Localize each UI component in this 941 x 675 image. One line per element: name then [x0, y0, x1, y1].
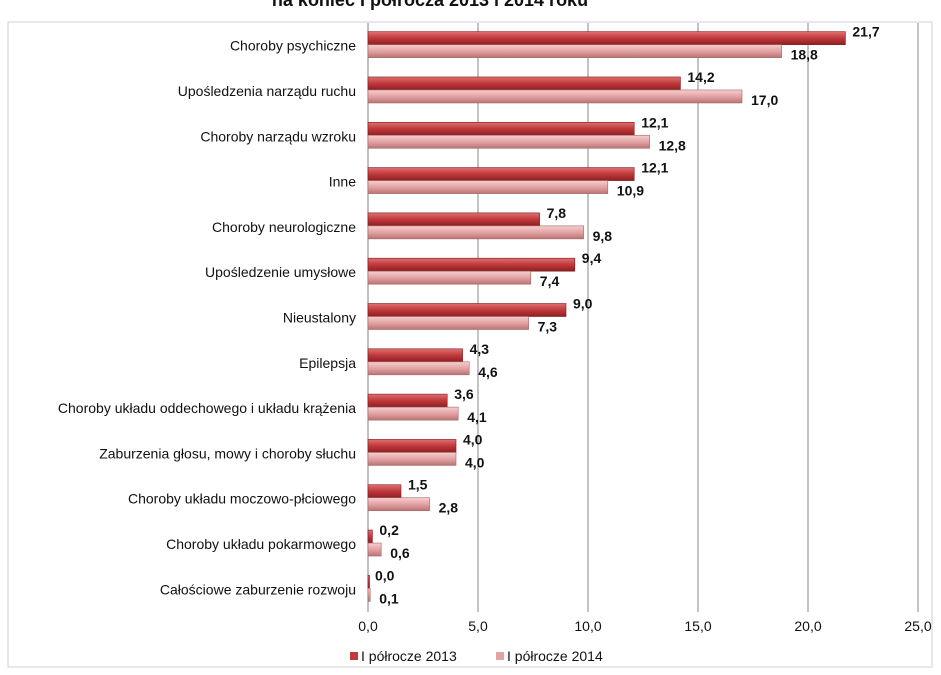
legend-label-2014: I półrocze 2014: [507, 648, 603, 664]
bar-2013: [367, 529, 373, 544]
category-label: Inne: [329, 174, 356, 190]
data-label: 1,5: [408, 477, 428, 493]
category-label: Epilepsja: [299, 355, 356, 371]
x-tick-label: 15,0: [684, 618, 711, 634]
x-axis-ticks: 0,0 5,0 10,0 15,0 20,0 25,0: [358, 618, 932, 634]
bar-2013: [367, 167, 635, 181]
data-label: 14,2: [687, 69, 714, 85]
data-label: 12,8: [659, 137, 686, 153]
data-label: 4,1: [467, 409, 487, 425]
bar-2013: [367, 484, 402, 499]
legend-swatch-2013: [350, 652, 358, 660]
data-label: 10,9: [617, 183, 644, 199]
bar-2013: [367, 212, 540, 227]
value-labels: 21,7 18,8 14,2 17,0 12,1 12,8 12,1 10,9 7,8 9,8 9,…: [375, 24, 880, 607]
chart-title: na koniec I półrocza 2013 i 2014 roku: [272, 0, 588, 10]
bar-2014: [367, 542, 382, 557]
data-label: 4,0: [463, 431, 483, 447]
data-label: 4,0: [465, 454, 485, 470]
data-label: 4,3: [470, 341, 490, 357]
bar-2014: [367, 361, 470, 376]
data-label: 4,6: [478, 364, 498, 380]
data-label: 12,1: [641, 160, 668, 176]
data-label: 18,8: [791, 47, 818, 63]
bar-2014: [367, 134, 650, 149]
data-label: 3,6: [454, 386, 474, 402]
bar-2013: [367, 575, 370, 589]
bar-2013: [367, 121, 635, 136]
legend-swatch-2014: [496, 652, 504, 660]
bar-2013: [367, 76, 681, 91]
bar-2014: [367, 89, 743, 104]
legend-label-2013: I półrocze 2013: [361, 648, 457, 664]
data-label: 9,4: [582, 250, 602, 266]
category-label: Choroby układu moczowo-płciowego: [128, 491, 356, 507]
category-label: Upośledzenia narządu ruchu: [178, 83, 356, 99]
data-label: 0,1: [379, 590, 399, 606]
category-label: Całościowe zaburzenie rozwoju: [160, 581, 356, 597]
data-label: 0,0: [375, 567, 395, 583]
category-label: Choroby neurologiczne: [212, 219, 356, 235]
x-tick-label: 0,0: [358, 618, 378, 634]
x-tick-label: 5,0: [468, 618, 488, 634]
bar-2014: [367, 270, 532, 285]
bar-2013: [367, 439, 457, 453]
x-tick-label: 10,0: [574, 618, 601, 634]
category-label: Nieustalony: [283, 310, 356, 326]
bar-2013: [367, 303, 567, 317]
data-label: 9,8: [593, 228, 613, 244]
bar-2014: [367, 225, 584, 240]
chart-border: [7, 21, 933, 668]
data-label: 17,0: [751, 92, 778, 108]
bar-2014: [367, 452, 457, 466]
data-label: 21,7: [852, 24, 879, 40]
bar-2014: [367, 406, 459, 421]
bar-2013: [367, 31, 846, 45]
bar-2014: [367, 316, 529, 330]
data-label: 12,1: [641, 114, 668, 130]
data-label: 0,2: [379, 522, 399, 538]
bars: [367, 31, 846, 602]
x-tick-label: 20,0: [794, 618, 821, 634]
legend: I półrocze 2013 I półrocze 2014: [350, 648, 603, 664]
bar-2013: [367, 348, 463, 363]
x-tick-label: 25,0: [904, 618, 931, 634]
bar-2013: [367, 393, 448, 408]
data-label: 7,8: [547, 205, 567, 221]
gridlines: [367, 23, 919, 612]
bar-2014: [367, 180, 609, 194]
bar-2014: [367, 44, 782, 58]
bar-2014: [367, 497, 430, 512]
category-label: Zaburzenia głosu, mowy i choroby słuchu: [99, 445, 356, 461]
data-label: 9,0: [573, 296, 593, 312]
bar-2013: [367, 257, 576, 272]
category-label: Choroby narządu wzroku: [200, 128, 356, 144]
category-label: Choroby układu oddechowego i układu krąż…: [58, 400, 356, 416]
data-label: 2,8: [439, 500, 459, 516]
data-label: 0,6: [390, 545, 410, 561]
bar-2014: [367, 588, 371, 602]
category-label: Upośledzenie umysłowe: [205, 264, 356, 280]
data-label: 7,4: [540, 273, 560, 289]
category-label: Choroby układu pokarmowego: [166, 536, 356, 552]
data-label: 7,3: [538, 319, 558, 335]
category-labels: Choroby psychiczne Upośledzenia narządu r…: [58, 38, 356, 598]
category-label: Choroby psychiczne: [230, 38, 356, 54]
